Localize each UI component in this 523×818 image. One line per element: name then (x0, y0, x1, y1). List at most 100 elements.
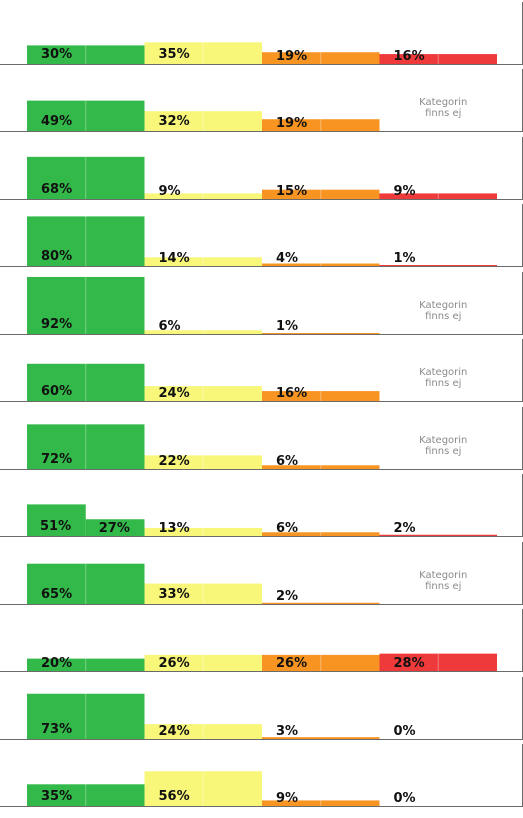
bar (262, 737, 380, 739)
bar (27, 563, 145, 604)
bar-value-label: 80% (41, 249, 72, 264)
bar-value-label: 56% (159, 789, 190, 804)
chart-row: 35% 56% 9% 0% (0, 742, 523, 809)
bar-value-label: 27% (99, 521, 130, 536)
bar-value-label: 14% (159, 251, 190, 266)
bar-value-label: 22% (159, 454, 190, 469)
missing-category-text: Kategorin finns ej (419, 435, 467, 457)
bar (262, 52, 380, 64)
bar-value-label: 9% (159, 184, 181, 199)
chart-svg: 60% 24% 16% Kategorin finns ej (0, 339, 523, 402)
bar (144, 257, 262, 266)
chart-svg: 65% 33% 2% Kategorin finns ej (0, 542, 523, 605)
bar (262, 465, 380, 469)
bar (144, 724, 262, 739)
bar-value-label: 30% (41, 47, 72, 62)
bar-value-label: 9% (394, 184, 416, 199)
bar-value-label: 72% (41, 452, 72, 467)
bar (27, 45, 145, 64)
bar (144, 111, 262, 131)
bar-value-label: 20% (41, 656, 72, 671)
missing-category-text: Kategorin finns ej (419, 367, 467, 389)
bar (262, 800, 380, 806)
bar-value-label: 73% (41, 722, 72, 737)
bar-value-label: 2% (394, 521, 416, 536)
bar (262, 333, 380, 334)
chart-svg: 35% 56% 9% 0% (0, 744, 523, 807)
chart-row: 92% 6% 1% Kategorin finns ej (0, 270, 523, 337)
bar-value-label: 24% (159, 724, 190, 739)
bar (27, 693, 145, 739)
bar (27, 424, 145, 469)
chart-row: 49% 32% 19% Kategorin finns ej (0, 67, 523, 134)
bar-value-label: 26% (159, 656, 190, 671)
bar (85, 519, 145, 536)
bar-value-label: 28% (394, 656, 425, 671)
chart-row: 60% 24% 16% Kategorin finns ej (0, 337, 523, 404)
bar (262, 391, 380, 401)
chart-row: 51% 27% 13% 6% 2% (0, 472, 523, 539)
bar-value-label: 92% (41, 317, 72, 332)
bar (379, 54, 497, 64)
bar-value-label: 6% (276, 454, 298, 469)
bar-value-label: 9% (276, 791, 298, 806)
bar (144, 455, 262, 469)
bar (379, 265, 497, 266)
chart-svg: 30% 35% 19% 16% (0, 2, 523, 65)
bar-value-label: 35% (159, 47, 190, 62)
chart-row: 72% 22% 6% Kategorin finns ej (0, 405, 523, 472)
chart-row: 80% 14% 4% 1% (0, 202, 523, 269)
bar (27, 156, 145, 199)
bar (262, 532, 380, 536)
bar (262, 654, 380, 671)
bar (379, 193, 497, 199)
bar-value-label: 60% (41, 384, 72, 399)
missing-category-text: Kategorin finns ej (419, 97, 467, 119)
chart-svg: 68% 9% 15% 9% (0, 137, 523, 200)
bar-value-label: 15% (276, 184, 307, 199)
bar-value-label: 1% (276, 319, 298, 334)
bar (144, 386, 262, 401)
bar-value-label: 32% (159, 114, 190, 129)
bar (379, 534, 497, 536)
chart-row: 30% 35% 19% 16% (0, 0, 523, 67)
bar-value-label: 33% (159, 587, 190, 602)
bar (27, 658, 145, 671)
bar (27, 100, 145, 131)
bar (144, 193, 262, 199)
bar (27, 504, 86, 536)
bar-value-label: 6% (276, 521, 298, 536)
bar (27, 784, 145, 806)
bar-value-label: 51% (40, 519, 71, 534)
bar (27, 216, 145, 266)
bar (144, 654, 262, 671)
bar-value-label: 13% (159, 521, 190, 536)
chart-svg: 80% 14% 4% 1% (0, 204, 523, 267)
chart-svg: 73% 24% 3% 0% (0, 677, 523, 740)
bar-value-label: 1% (394, 251, 416, 266)
bar (144, 42, 262, 64)
chart-svg: 20% 26% 26% 28% (0, 609, 523, 672)
bar (144, 583, 262, 604)
bar-value-label: 65% (41, 587, 72, 602)
bar (262, 119, 380, 131)
bar (144, 330, 262, 334)
bar (27, 276, 145, 334)
bar-value-label: 26% (276, 656, 307, 671)
bar-value-label: 3% (276, 724, 298, 739)
bar-value-label: 19% (276, 49, 307, 64)
chart-row: 68% 9% 15% 9% (0, 135, 523, 202)
bar-value-label: 24% (159, 386, 190, 401)
bar-value-label: 0% (394, 724, 416, 739)
chart-row: 20% 26% 26% 28% (0, 607, 523, 674)
bar-value-label: 6% (159, 319, 181, 334)
chart-row: 65% 33% 2% Kategorin finns ej (0, 540, 523, 607)
missing-category-text: Kategorin finns ej (419, 570, 467, 592)
missing-category-text: Kategorin finns ej (419, 300, 467, 322)
bar-value-label: 16% (276, 386, 307, 401)
chart-svg: 49% 32% 19% Kategorin finns ej (0, 69, 523, 132)
bar (379, 653, 497, 671)
bar (27, 363, 145, 401)
bar-value-label: 4% (276, 251, 298, 266)
